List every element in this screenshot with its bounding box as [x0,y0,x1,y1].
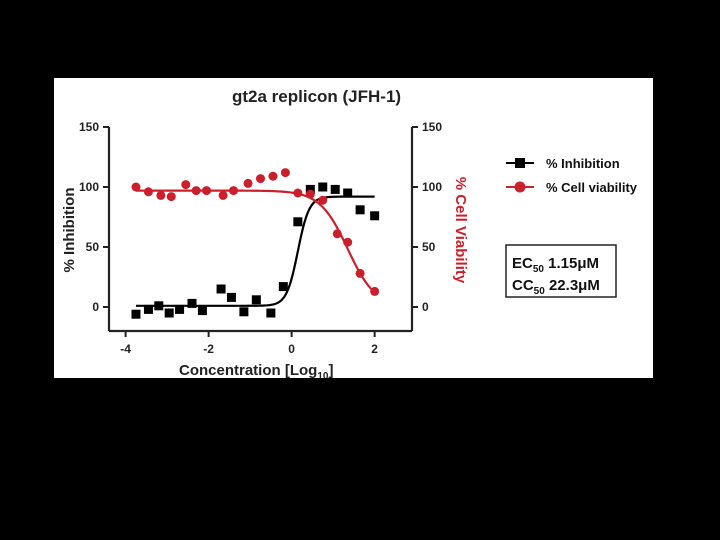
inhibition-point [154,301,164,311]
inhibition-point [131,309,141,319]
x-axis-title: Concentration [Log10] [179,362,333,378]
legend-marker-viability [514,181,526,193]
legend-label-viability: % Cell viability [546,180,638,195]
viability-point [218,190,228,200]
inhibition-fit-curve [135,195,375,307]
right-y-tick-label: 100 [422,180,442,194]
left-y-tick-label: 50 [86,240,100,254]
viability-point [268,171,278,181]
right-y-ticks: 0 50 100 150 [412,120,442,314]
ec50-annotation: EC50 1.15μM [512,255,599,275]
fit-curves [135,189,376,307]
inhibition-point [355,205,365,215]
data-points [131,168,380,319]
legend-entry-viability: % Cell viability [506,180,638,195]
legend-label-inhibition: % Inhibition [546,156,620,171]
x-axis-title-main: Concentration [Log [179,362,317,378]
inhibition-point [187,298,197,308]
cc50-annotation: CC50 22.3μM [512,277,600,297]
cc50-label: CC [512,277,534,294]
left-y-tick-label: 150 [79,120,99,134]
cc50-sub: 50 [534,286,546,297]
viability-point [343,237,353,247]
viability-point [355,268,365,278]
viability-point [166,192,176,202]
viability-point [181,180,191,190]
x-tick-label: 0 [288,342,295,356]
ec50-box-border [505,244,617,298]
inhibition-point [239,307,249,317]
figure-panel: gt2a replicon (JFH-1) 0 50 100 150 0 50 100 15… [54,78,653,378]
inhibition-point [330,184,340,194]
inhibition-point [293,217,303,227]
viability-point [332,229,342,239]
x-ticks: -4 -2 0 2 [120,331,378,356]
inhibition-point [143,304,153,314]
viability-point [305,189,315,199]
viability-point [370,286,380,296]
left-y-axis-title: % Inhibition [61,188,78,273]
inhibition-point [305,184,315,194]
viability-point [318,195,328,205]
left-y-tick-label: 100 [79,180,99,194]
viability-point [202,186,212,196]
inhibition-point [216,284,226,294]
ec50-cc50-box: EC50 1.15μM CC50 22.3μM [505,244,617,298]
inhibition-point [318,182,328,192]
inhibition-point [251,295,261,305]
viability-point [131,182,141,192]
viability-point [243,178,253,188]
right-y-tick-label: 50 [422,240,436,254]
inhibition-point [226,292,236,302]
inhibition-point [278,282,288,292]
x-tick-label: -4 [120,342,131,356]
inhibition-point [175,304,185,314]
ec50-label: EC [512,255,533,272]
viability-point [280,168,290,178]
x-axis-title-sub: 10 [317,371,329,378]
legend: % Inhibition % Cell viability [506,156,638,195]
ec50-sub: 50 [533,264,545,275]
x-tick-label: -2 [203,342,214,356]
x-axis-title-end: ] [328,362,333,378]
x-tick-label: 2 [371,342,378,356]
inhibition-point [343,188,353,198]
cc50-value: 22.3μM [545,277,600,294]
viability-point [293,188,303,198]
viability-point [229,186,239,196]
viability-fit-curve [135,189,376,294]
inhibition-point [266,308,276,318]
left-y-tick-label: 0 [92,300,99,314]
legend-entry-inhibition: % Inhibition [506,156,620,171]
inhibition-point [370,211,380,221]
right-y-axis-title: % Cell Viability [452,177,469,284]
right-y-tick-label: 0 [422,300,429,314]
viability-point [191,186,201,196]
viability-point [143,187,153,197]
inhibition-point [164,308,174,318]
legend-marker-inhibition [515,158,525,168]
inhibition-point [197,306,207,316]
left-y-ticks: 0 50 100 150 [79,120,109,314]
chart-title: gt2a replicon (JFH-1) [232,87,401,106]
viability-point [256,174,265,184]
ec50-value: 1.15μM [544,255,599,272]
right-y-tick-label: 150 [422,120,442,134]
viability-point [156,190,166,200]
